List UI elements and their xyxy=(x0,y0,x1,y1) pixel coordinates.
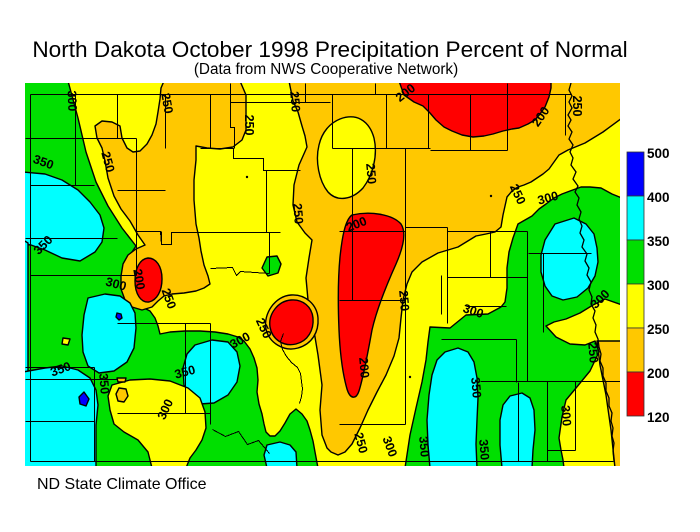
svg-text:250: 250 xyxy=(287,91,303,113)
svg-text:250: 250 xyxy=(242,115,256,136)
svg-text:250: 250 xyxy=(290,203,306,225)
svg-text:350: 350 xyxy=(31,152,55,172)
svg-text:350: 350 xyxy=(476,439,492,461)
svg-text:350: 350 xyxy=(96,373,112,395)
svg-text:300: 300 xyxy=(461,301,485,321)
svg-text:350: 350 xyxy=(647,234,670,249)
svg-text:250: 250 xyxy=(158,92,175,115)
svg-text:250: 250 xyxy=(570,96,584,117)
svg-text:300: 300 xyxy=(380,434,400,458)
svg-text:300: 300 xyxy=(65,90,80,111)
svg-text:250: 250 xyxy=(159,286,179,310)
svg-text:(Data from NWS Cooperative Net: (Data from NWS Cooperative Network) xyxy=(194,61,458,78)
svg-text:400: 400 xyxy=(647,190,670,205)
svg-text:250: 250 xyxy=(396,290,412,312)
svg-text:250: 250 xyxy=(363,163,379,185)
svg-text:300: 300 xyxy=(558,405,574,427)
svg-text:350: 350 xyxy=(468,377,484,399)
svg-text:500: 500 xyxy=(647,146,670,161)
svg-text:300: 300 xyxy=(536,189,560,208)
svg-text:350: 350 xyxy=(48,359,72,379)
svg-text:120: 120 xyxy=(647,410,670,425)
svg-text:200: 200 xyxy=(647,366,670,381)
svg-text:300: 300 xyxy=(647,278,670,293)
svg-text:200: 200 xyxy=(356,357,372,379)
svg-text:350: 350 xyxy=(173,363,197,382)
svg-text:North Dakota October 1998 Prec: North Dakota October 1998 Precipitation … xyxy=(32,37,627,62)
svg-text:250: 250 xyxy=(98,150,117,174)
svg-text:200: 200 xyxy=(130,268,147,291)
svg-text:ND State Climate Office: ND State Climate Office xyxy=(37,476,207,493)
svg-text:250: 250 xyxy=(351,431,370,455)
svg-text:250: 250 xyxy=(585,342,601,364)
svg-text:300: 300 xyxy=(104,275,128,294)
svg-text:250: 250 xyxy=(647,322,670,337)
svg-text:350: 350 xyxy=(416,436,432,458)
